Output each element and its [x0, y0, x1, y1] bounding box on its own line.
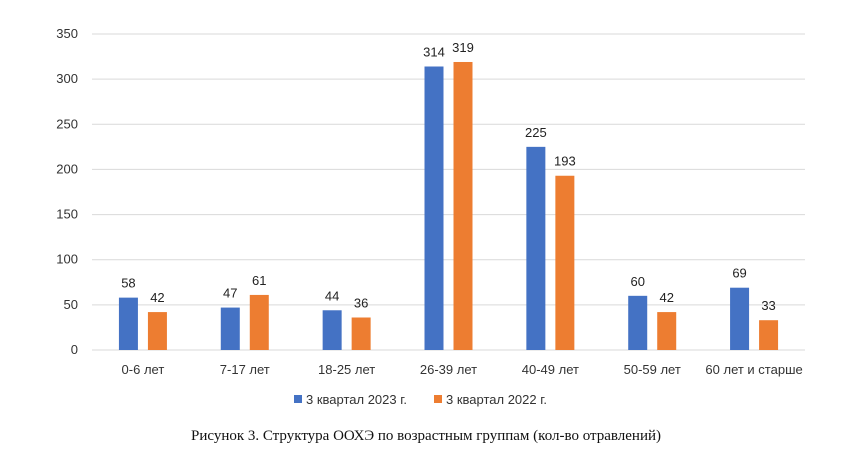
data-label: 44	[325, 288, 339, 303]
x-tick-label: 0-6 лет	[122, 362, 165, 377]
x-tick-label: 7-17 лет	[220, 362, 270, 377]
bar	[147, 312, 167, 350]
x-tick-label: 60 лет и старше	[705, 362, 802, 377]
bar	[657, 312, 677, 350]
y-tick-label: 200	[56, 161, 78, 176]
legend: 3 квартал 2023 г. 3 квартал 2022 г.	[294, 392, 547, 407]
legend-swatch	[294, 395, 302, 403]
y-tick-label: 100	[56, 252, 78, 267]
y-tick-label: 300	[56, 71, 78, 86]
data-label: 42	[150, 290, 164, 305]
data-label: 314	[423, 45, 445, 60]
bar	[322, 310, 342, 350]
data-label: 225	[525, 125, 547, 140]
x-axis: 0-6 лет 7-17 лет 18-25 лет 26-39 лет 40-49 л…	[122, 362, 803, 377]
bar	[249, 294, 269, 350]
bar	[730, 287, 750, 350]
data-label: 60	[630, 274, 644, 289]
data-label: 319	[452, 40, 474, 55]
y-tick-label: 250	[56, 116, 78, 131]
x-tick-label: 18-25 лет	[318, 362, 375, 377]
legend-label: 3 квартал 2023 г.	[306, 392, 407, 407]
bars	[118, 61, 779, 350]
bar	[351, 317, 371, 350]
x-tick-label: 40-49 лет	[522, 362, 579, 377]
bar-chart: 0 50 100 150 200 250 300 350 58 42 47 61 44 36 314 319…	[56, 26, 805, 407]
data-label: 193	[554, 154, 576, 169]
data-label: 69	[732, 266, 746, 281]
y-tick-label: 350	[56, 26, 78, 41]
x-tick-label: 26-39 лет	[420, 362, 477, 377]
bar	[759, 320, 779, 350]
bar	[555, 175, 575, 350]
data-label: 61	[252, 273, 266, 288]
bar	[424, 66, 444, 350]
bar	[220, 307, 240, 350]
bar	[526, 146, 546, 350]
x-tick-label: 50-59 лет	[624, 362, 681, 377]
y-tick-label: 0	[71, 342, 78, 357]
data-label: 58	[121, 276, 135, 291]
figure-caption: Рисунок 3. Структура ООХЭ по возрастным …	[190, 428, 662, 444]
bar	[118, 297, 138, 350]
gridlines	[92, 33, 805, 351]
data-labels: 58 42 47 61 44 36 314 319 225 193 60 42 69 33	[121, 40, 776, 313]
data-label: 36	[354, 295, 368, 310]
data-label: 33	[761, 298, 775, 313]
bar	[453, 61, 473, 350]
legend-swatch	[434, 395, 442, 403]
legend-label: 3 квартал 2022 г.	[446, 392, 547, 407]
data-label: 42	[659, 290, 673, 305]
bar	[628, 295, 648, 350]
y-axis: 0 50 100 150 200 250 300 350	[56, 26, 78, 357]
y-tick-label: 150	[56, 207, 78, 222]
y-tick-label: 50	[64, 297, 78, 312]
data-label: 47	[223, 286, 237, 301]
